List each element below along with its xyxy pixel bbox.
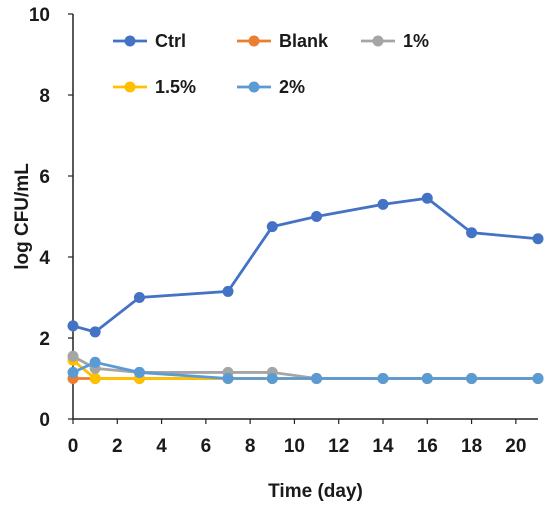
data-point [466, 227, 478, 239]
y-tick-label: 10 [29, 5, 50, 26]
x-tick-label: 0 [68, 436, 79, 457]
data-point [67, 350, 79, 362]
x-tick-label: 4 [156, 436, 167, 457]
data-point [266, 373, 278, 384]
y-tick-label: 6 [39, 167, 50, 188]
series-ctrl [67, 192, 544, 338]
y-tick-label: 2 [39, 329, 50, 350]
series-line [72, 196, 539, 334]
legend-label: Blank [279, 31, 329, 51]
y-tick-label: 4 [39, 248, 50, 269]
x-tick-label: 20 [505, 436, 526, 457]
x-tick-label: 12 [328, 436, 349, 457]
y-tick-label: 8 [39, 86, 50, 107]
legend-item-2: 2% [237, 77, 305, 97]
legend-swatch-marker [248, 81, 260, 93]
data-point [67, 320, 79, 332]
y-ticks: 0 2 4 6 8 10 [29, 5, 73, 431]
legend-label: 1% [403, 31, 429, 51]
data-point [89, 356, 101, 368]
data-point [133, 292, 145, 303]
data-point [311, 373, 323, 384]
legend-label: 2% [279, 77, 305, 97]
x-tick-label: 2 [112, 436, 123, 457]
legend-item-1: 1% [361, 31, 429, 51]
series-layer [67, 192, 544, 384]
data-point [421, 192, 433, 204]
data-point [222, 285, 234, 297]
data-point [133, 366, 145, 378]
data-point [89, 326, 101, 338]
legend-item-blank: Blank [237, 31, 329, 51]
x-ticks: 0 2 4 6 8 10 12 14 16 18 20 [68, 419, 526, 457]
legend-label: 1.5% [155, 77, 196, 97]
data-point [532, 373, 544, 384]
axes [72, 14, 538, 420]
y-tick-label: 0 [39, 410, 50, 431]
x-tick-label: 6 [201, 436, 212, 457]
data-point [421, 373, 433, 384]
data-point [266, 221, 278, 233]
legend-swatch-marker [124, 81, 136, 93]
data-point [222, 373, 234, 384]
x-tick-label: 16 [417, 436, 438, 457]
x-tick-label: 18 [461, 436, 482, 457]
legend-item-ctrl: Ctrl [113, 31, 186, 51]
legend-item-1-5: 1.5% [113, 77, 196, 97]
x-tick-label: 14 [372, 436, 394, 457]
data-point [311, 211, 323, 222]
series-2 [67, 356, 544, 384]
legend-swatch-marker [124, 35, 136, 47]
data-point [89, 373, 101, 384]
y-axis-title: log CFU/mL [12, 163, 33, 270]
x-tick-label: 10 [284, 436, 305, 457]
data-point [532, 233, 544, 245]
legend: Ctrl Blank 1% 1.5% 2% [113, 31, 429, 97]
x-tick-label: 8 [245, 436, 256, 457]
x-axis-title: Time (day) [268, 481, 363, 502]
legend-swatch-marker [372, 35, 384, 47]
legend-swatch-marker [248, 35, 260, 47]
data-point [377, 373, 389, 384]
series-line [72, 360, 538, 380]
data-point [466, 373, 478, 384]
legend-label: Ctrl [155, 31, 186, 51]
data-point [67, 366, 79, 378]
data-point [377, 198, 389, 210]
